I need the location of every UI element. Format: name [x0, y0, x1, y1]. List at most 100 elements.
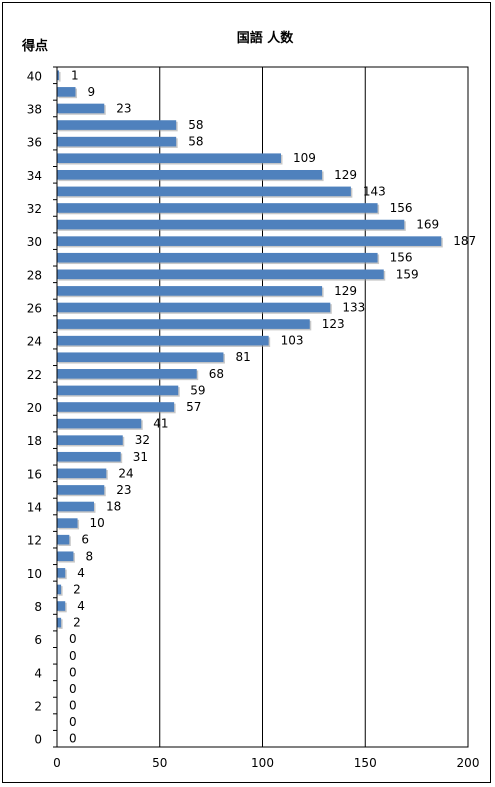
data-label: 2 — [73, 616, 81, 630]
x-tick-label-100: 100 — [251, 756, 274, 770]
bar — [57, 120, 177, 130]
data-label: 169 — [416, 218, 439, 232]
y-tick-label-28: 28 — [27, 268, 42, 282]
y-tick-label-16: 16 — [27, 467, 42, 481]
data-label: 31 — [133, 450, 148, 464]
data-label: 4 — [77, 599, 85, 613]
data-label: 57 — [186, 400, 201, 414]
data-label: 159 — [396, 267, 419, 281]
data-label: 10 — [90, 516, 105, 530]
bar — [57, 468, 107, 479]
data-label: 4 — [77, 566, 85, 580]
data-label: 18 — [106, 500, 121, 514]
data-label: 32 — [135, 433, 150, 447]
y-tick-label-8: 8 — [34, 600, 42, 614]
bar — [57, 319, 310, 329]
bar — [57, 219, 405, 230]
data-label: 156 — [390, 201, 413, 215]
y-tick-label-24: 24 — [27, 335, 42, 349]
x-tick-label-50: 50 — [152, 756, 167, 770]
bar — [57, 617, 62, 628]
data-label: 68 — [209, 367, 224, 381]
data-label: 58 — [188, 135, 203, 149]
y-tick-label-10: 10 — [27, 567, 42, 581]
data-label: 9 — [87, 85, 95, 99]
y-tick-label-4: 4 — [34, 666, 42, 680]
y-tick-label-20: 20 — [27, 401, 42, 415]
bar-shadow — [58, 71, 61, 82]
bar — [57, 153, 281, 164]
data-label: 1 — [71, 68, 79, 82]
bar — [57, 186, 351, 197]
data-label: 23 — [116, 101, 131, 115]
data-label: 123 — [322, 317, 345, 331]
data-label: 143 — [363, 184, 386, 198]
data-label: 2 — [73, 582, 81, 596]
bar — [57, 518, 78, 528]
data-label: 133 — [342, 300, 365, 314]
data-label: 41 — [153, 417, 168, 431]
bar — [57, 252, 378, 263]
bar — [57, 568, 66, 578]
bar — [57, 501, 94, 512]
bar — [57, 236, 442, 246]
bar — [57, 584, 62, 595]
y-tick-label-32: 32 — [27, 202, 42, 216]
data-label: 0 — [69, 732, 77, 746]
data-label: 103 — [281, 334, 304, 348]
y-tick-label-14: 14 — [27, 501, 42, 515]
data-label: 0 — [69, 699, 77, 713]
data-label: 6 — [81, 533, 89, 547]
data-label: 156 — [390, 251, 413, 265]
data-label: 0 — [69, 665, 77, 679]
y-tick-label-18: 18 — [27, 434, 42, 448]
axes — [53, 66, 469, 748]
bar — [57, 203, 378, 213]
bar — [57, 485, 105, 495]
bar — [57, 103, 105, 114]
y-tick-label-40: 40 — [27, 69, 42, 83]
bars — [57, 70, 443, 629]
data-label: 129 — [334, 168, 357, 182]
y-tick-label-30: 30 — [27, 235, 42, 249]
bar — [57, 418, 142, 429]
bar — [57, 451, 121, 462]
bar — [57, 335, 269, 346]
bar — [57, 551, 74, 562]
data-label: 0 — [69, 715, 77, 729]
bar — [57, 269, 384, 280]
data-label: 59 — [190, 383, 205, 397]
data-label: 8 — [85, 549, 93, 563]
data-label: 109 — [293, 151, 316, 165]
gridlines — [159, 67, 469, 747]
chart-title: 国語 人数 — [237, 30, 295, 46]
bar — [57, 352, 224, 363]
x-tick-label-150: 150 — [354, 756, 377, 770]
y-tick-label-0: 0 — [34, 733, 42, 747]
data-label: 0 — [69, 632, 77, 646]
data-labels: 1923585810912914315616918715615912913312… — [69, 68, 476, 745]
data-label: 23 — [116, 483, 131, 497]
bar — [57, 369, 197, 379]
bar — [57, 601, 66, 611]
data-label: 24 — [118, 466, 133, 480]
bar — [57, 286, 323, 296]
y-tick-label-38: 38 — [27, 102, 42, 116]
y-tick-label-6: 6 — [34, 633, 42, 647]
bar — [57, 302, 331, 313]
y-tick-label-36: 36 — [27, 136, 42, 150]
y-tick-label-26: 26 — [27, 301, 42, 315]
y-tick-label-12: 12 — [27, 534, 42, 548]
bar — [57, 385, 179, 396]
data-label: 58 — [188, 118, 203, 132]
bar — [57, 136, 177, 147]
x-tick-label-200: 200 — [457, 756, 480, 770]
tick-labels: 0 50 100 150 2004038363432302826242220181614… — [27, 69, 480, 770]
y-tick-label-22: 22 — [27, 368, 42, 382]
bar — [57, 402, 175, 412]
data-label: 0 — [69, 682, 77, 696]
data-label: 0 — [69, 649, 77, 663]
bar — [57, 534, 70, 545]
data-label: 81 — [235, 350, 250, 364]
